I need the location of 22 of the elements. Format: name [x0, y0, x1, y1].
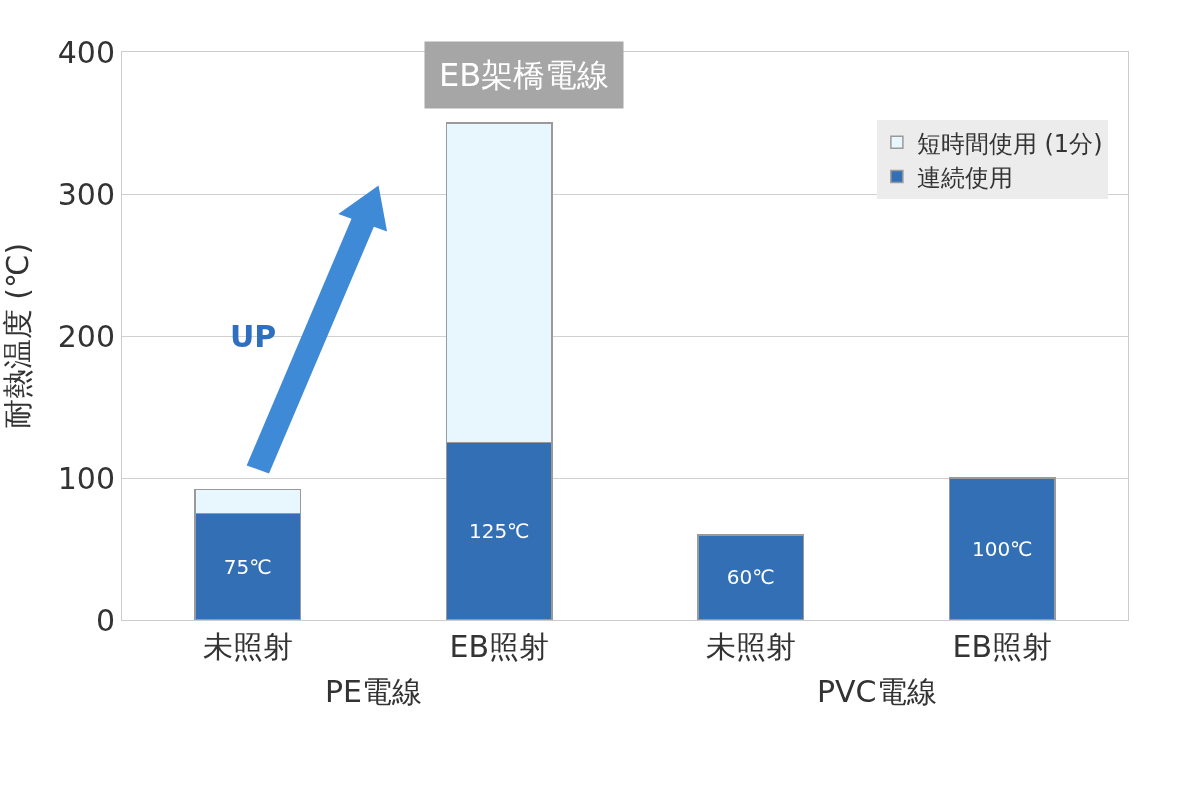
data-label: 75℃ — [223, 554, 272, 579]
y-tick-label: 0 — [95, 602, 115, 638]
bar — [697, 534, 805, 620]
x-tick-label: 未照射 — [202, 629, 293, 664]
legend-label: 短時間使用 (1分) — [916, 129, 1103, 158]
text: PVC電線 — [817, 674, 937, 709]
data-label: 100℃ — [971, 537, 1033, 561]
data-label: 60℃ — [726, 565, 775, 590]
annotation: EB架橋電線 — [439, 56, 610, 94]
x-tick-label: 未照射 — [705, 629, 796, 664]
x-tick-label: EB照射 — [449, 629, 550, 664]
y-tick-label: 100 — [57, 460, 115, 496]
annotation: UP — [230, 319, 277, 354]
y-tick-label: 400 — [57, 34, 115, 70]
x-tick-label: EB照射 — [952, 629, 1053, 664]
y-tick-label: 300 — [57, 176, 115, 212]
legend-label: 連続使用 — [916, 163, 1013, 192]
data-label: 125℃ — [468, 519, 530, 544]
text: PE電線 — [325, 674, 423, 709]
y-tick-label: 200 — [57, 318, 115, 354]
bar — [948, 477, 1056, 620]
y-axis-title: 耐熱温度 (℃) — [0, 242, 35, 430]
